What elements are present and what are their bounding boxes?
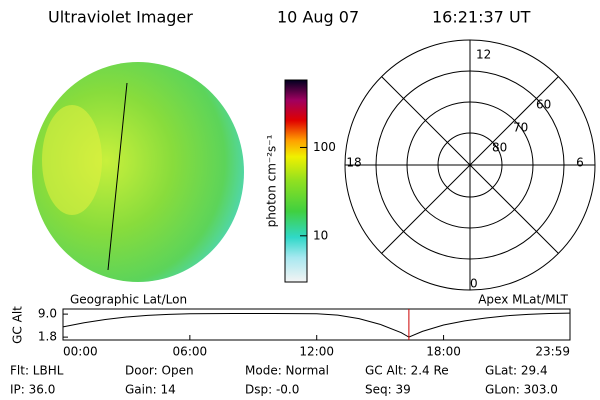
status-field: GLat: 29.4 [485,364,548,378]
date: 10 Aug 07 [277,8,359,27]
lat-label: 80 [492,141,507,155]
colorbar-tick-label: 10 [313,228,328,242]
colorbar-tick-label: 100 [313,140,336,154]
status-field: IP: 36.0 [10,383,55,397]
status-field: GC Alt: 2.4 Re [365,364,449,378]
mlt-label: 6 [576,156,584,170]
lat-label: 60 [536,98,551,112]
x-tick-label: 06:00 [173,345,208,359]
lat-label: 70 [513,121,528,135]
colorbar [284,79,308,283]
colorbar-label: photon cm⁻²s⁻¹ [265,134,279,227]
x-tick-label: 23:59 [535,345,570,359]
status-field: Seq: 39 [365,383,411,397]
status-field: GLon: 303.0 [485,383,558,397]
terminator-line [107,82,128,271]
status-field: Mode: Normal [245,364,329,378]
y-tick-label: 1.8 [38,330,57,344]
title: Ultraviolet Imager [48,8,193,27]
x-tick-label: 12:00 [299,345,334,359]
status-field: Dsp: -0.0 [245,383,299,397]
x-tick-label: 18:00 [426,345,461,359]
mlt-label: 18 [346,156,361,170]
x-tick-label: 00:00 [63,345,98,359]
time: 16:21:37 UT [432,8,531,27]
left-label: Geographic Lat/Lon [70,293,187,307]
axis-line [381,76,559,254]
status-field: Gain: 14 [125,383,176,397]
gc-alt-line [62,312,571,338]
y-tick-label: 9.0 [38,307,57,321]
uv-bright-region [42,105,102,215]
y-axis-label: GC Alt [11,306,25,344]
status-field: Flt: LBHL [10,364,64,378]
status-field: Door: Open [125,364,194,378]
mlt-label: 12 [476,48,491,62]
mlt-label: 0 [470,277,478,291]
right-label: Apex MLat/MLT [478,293,568,307]
